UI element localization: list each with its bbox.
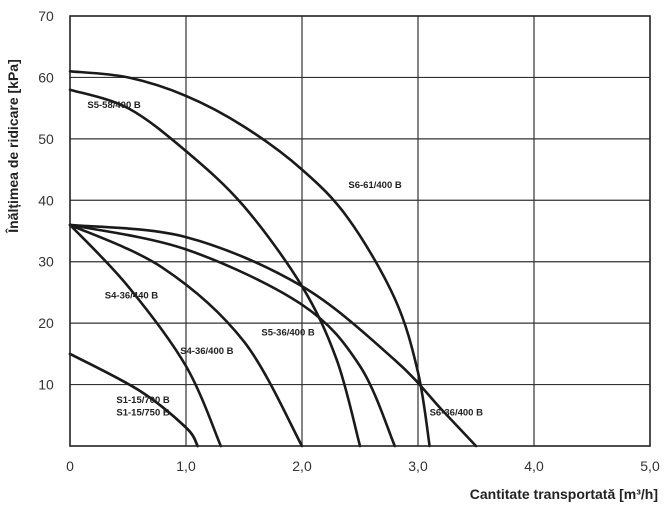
y-axis-label: Înălțimea de ridicare [kPa] bbox=[4, 59, 21, 234]
curve-label: S4-36/440 B bbox=[105, 291, 158, 302]
y-tick-label: 50 bbox=[38, 131, 54, 147]
curve-label: S5-36/400 B bbox=[261, 327, 314, 338]
curve-label: S1-15/700 B bbox=[116, 395, 169, 406]
curve-s4-36-440-b bbox=[68, 223, 223, 448]
curve-s6-61-400-b bbox=[68, 70, 431, 448]
x-tick-label: 5,0 bbox=[640, 458, 660, 474]
y-tick-label: 10 bbox=[38, 377, 54, 393]
grid bbox=[70, 16, 650, 446]
curve-label: S6-36/400 B bbox=[430, 407, 483, 418]
curves bbox=[68, 70, 478, 448]
x-tick-label: 1,0 bbox=[176, 458, 196, 474]
curve-label: S5-58/400 B bbox=[87, 100, 140, 111]
y-tick-label: 70 bbox=[38, 8, 54, 24]
plot-frame bbox=[69, 15, 651, 447]
x-tick-label: 2,0 bbox=[292, 458, 312, 474]
y-tick-label: 40 bbox=[38, 192, 54, 208]
x-tick-label: 0 bbox=[66, 458, 74, 474]
curve-label: S1-15/750 B bbox=[116, 407, 169, 418]
curve-label: S4-36/400 B bbox=[180, 346, 233, 357]
x-tick-label: 3,0 bbox=[408, 458, 428, 474]
curve-label: S6-61/400 B bbox=[348, 180, 401, 191]
curve-labels: S6-61/400 B S5-58/400 B S6-36/400 B S5-36/4… bbox=[87, 100, 483, 418]
x-tick-label: 4,0 bbox=[524, 458, 544, 474]
y-tick-label: 60 bbox=[38, 69, 54, 85]
curve-s5-36-400-b bbox=[68, 223, 397, 448]
curve-s1-15-750-b bbox=[68, 352, 199, 448]
y-tick-label: 30 bbox=[38, 254, 54, 270]
curve-s5-58-400-b bbox=[68, 88, 362, 448]
curve-s4-36-400-b bbox=[68, 223, 304, 448]
y-tick-label: 20 bbox=[38, 315, 54, 331]
x-axis-label: Cantitate transportată [m³/h] bbox=[470, 486, 658, 502]
curve-s6-36-400-b bbox=[68, 223, 478, 448]
tick-labels: 0 1,0 2,0 3,0 4,0 5,0 10 20 30 40 50 60 70 bbox=[38, 8, 660, 474]
